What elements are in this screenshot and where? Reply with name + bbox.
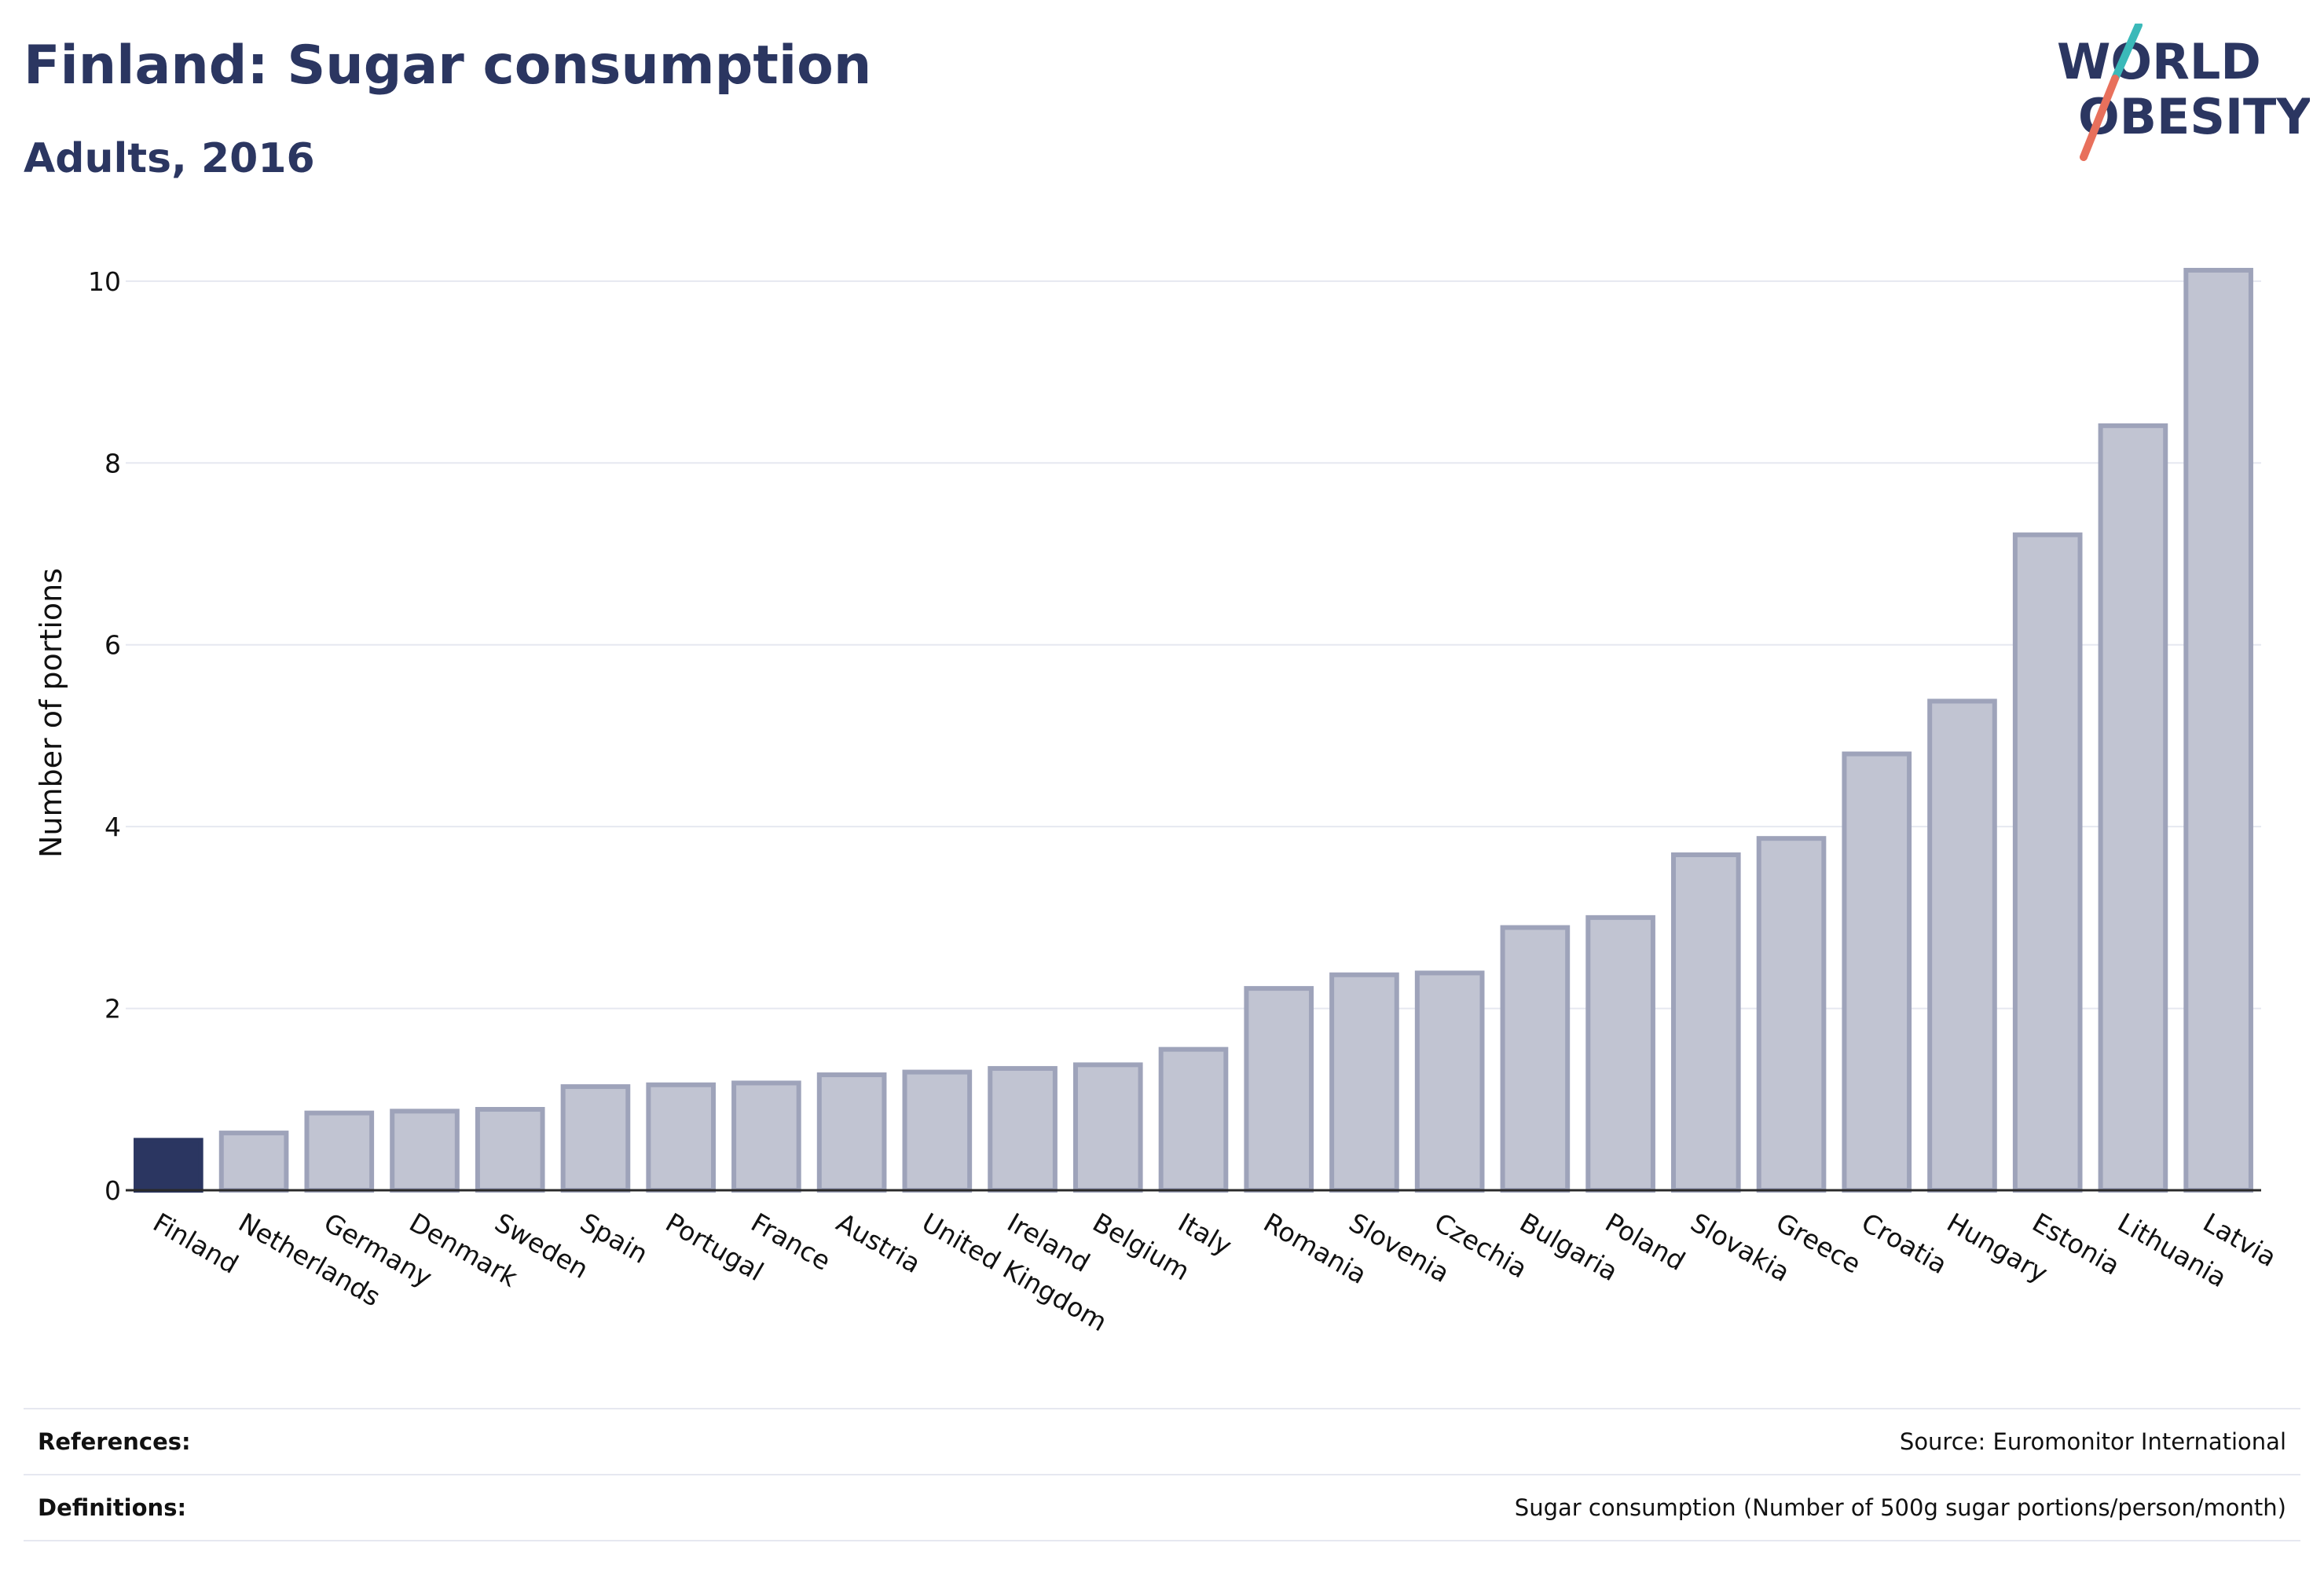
logo-slash-teal — [2111, 24, 2143, 82]
bar-chart: 0 2 4 6 8 10 FinlandNetherlandsGermanyDenmark… — [34, 266, 2282, 1338]
bar — [1500, 925, 1571, 1193]
bar — [1072, 1062, 1143, 1193]
world-obesity-logo: WORLD OBESITY — [2057, 24, 2310, 161]
bar — [988, 1065, 1058, 1193]
references-value: Source: Euromonitor International — [1899, 1428, 2286, 1455]
bar — [560, 1084, 631, 1193]
bar — [902, 1069, 973, 1193]
x-tick-label: Portugal — [661, 1207, 769, 1287]
y-tick-label: 0 — [104, 1175, 121, 1206]
bar — [1414, 970, 1485, 1193]
definitions-value: Sugar consumption (Number of 500g sugar … — [1514, 1494, 2286, 1521]
references-row: References: Source: Euromonitor Internat… — [24, 1408, 2300, 1474]
y-tick-label: 10 — [88, 266, 121, 297]
references-label: References: — [38, 1428, 191, 1455]
x-axis-ticks: FinlandNetherlandsGermanyDenmarkSwedenSp… — [148, 1207, 2282, 1337]
x-tick-label: Finland — [148, 1207, 244, 1280]
y-tick-label: 6 — [104, 630, 121, 661]
x-tick-label: Belgium — [1087, 1207, 1195, 1286]
x-tick-label: Croatia — [1857, 1207, 1952, 1280]
chart-title: Finland: Sugar consumption — [24, 35, 872, 97]
bar — [475, 1107, 545, 1193]
y-tick-label: 2 — [104, 994, 121, 1024]
bar — [134, 1138, 203, 1193]
bar — [1671, 852, 1741, 1193]
bar — [1158, 1046, 1229, 1193]
bar — [731, 1080, 801, 1193]
bar — [1927, 698, 1997, 1193]
bar — [1244, 986, 1314, 1193]
x-tick-label: Bulgaria — [1515, 1207, 1623, 1287]
bar — [304, 1110, 375, 1193]
chart-subtitle: Adults, 2016 — [24, 135, 315, 182]
x-tick-label: Austria — [831, 1207, 926, 1279]
bar — [2098, 423, 2168, 1193]
bar — [646, 1082, 716, 1193]
bar — [816, 1072, 887, 1193]
definitions-label: Definitions: — [38, 1494, 187, 1521]
y-axis-title: Number of portions — [34, 568, 68, 858]
y-tick-label: 4 — [104, 812, 121, 842]
logo-slash-coral — [2080, 75, 2119, 161]
definitions-row: Definitions: Sugar consumption (Number o… — [24, 1474, 2300, 1541]
y-axis-ticks: 0 2 4 6 8 10 — [88, 266, 121, 1206]
bar — [1329, 972, 1399, 1193]
bar — [218, 1131, 289, 1193]
bar — [1756, 836, 1827, 1193]
bar — [2012, 532, 2083, 1193]
bar — [1585, 914, 1655, 1193]
logo-line2: OBESITY — [2078, 88, 2310, 145]
bar — [1842, 751, 1912, 1193]
bar — [2183, 267, 2253, 1193]
y-tick-label: 8 — [104, 448, 121, 478]
bar — [390, 1109, 460, 1193]
bars — [134, 267, 2253, 1193]
logo-line1: WORLD — [2057, 33, 2261, 90]
